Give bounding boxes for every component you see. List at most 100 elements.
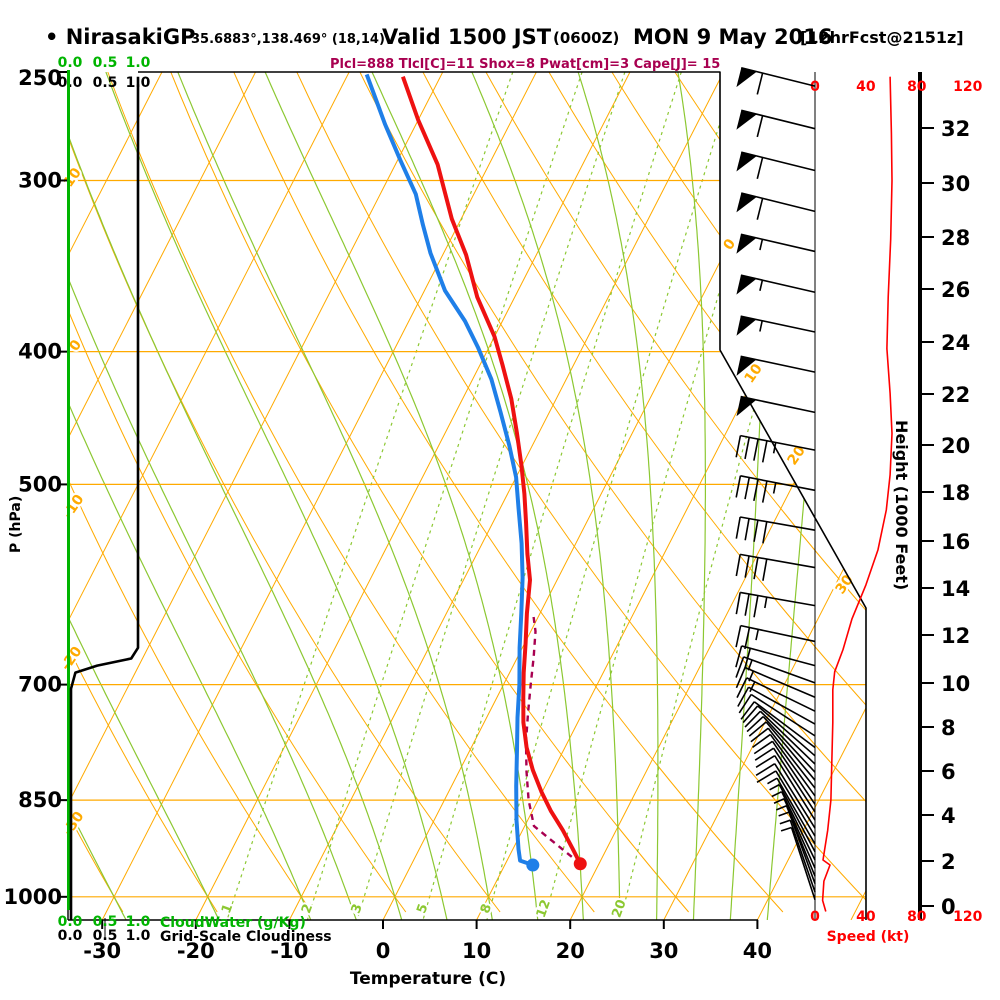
barb-half-feather bbox=[772, 482, 777, 494]
wind-barb bbox=[735, 591, 816, 618]
cloudwater-scale-title: CloudWater (g/Kg) bbox=[160, 915, 306, 931]
height-tick-label: 0 bbox=[941, 895, 956, 919]
pressure-tick-label: 400 bbox=[18, 340, 62, 364]
wind-barb bbox=[735, 516, 816, 544]
barb-feather bbox=[752, 733, 771, 749]
speed-tick-label-bottom: 120 bbox=[953, 909, 982, 925]
mixing-ratio-label: 2 bbox=[299, 902, 316, 916]
barb-half-feather bbox=[776, 805, 787, 811]
isotherm-line bbox=[68, 72, 163, 920]
barb-half-feather bbox=[773, 798, 785, 804]
barb-half-feather bbox=[778, 811, 790, 817]
page-title: • NirasakiGP bbox=[45, 25, 196, 49]
mixing-ratio-label: 5 bbox=[414, 902, 431, 916]
mixing-ratio-label: 12 bbox=[534, 898, 554, 920]
wind-barb bbox=[736, 109, 816, 138]
x-axis-title: Temperature (C) bbox=[350, 969, 506, 989]
wind-barb bbox=[746, 716, 816, 773]
height-tick-label: 28 bbox=[941, 226, 970, 250]
barb-feather bbox=[744, 593, 750, 616]
barb-pennant bbox=[736, 193, 757, 213]
barb-feather bbox=[744, 518, 750, 541]
valid-time: Valid 1500 JST bbox=[382, 25, 552, 49]
isotherm-line bbox=[101, 72, 537, 920]
barb-pennant bbox=[736, 396, 757, 417]
barb-feather bbox=[744, 437, 751, 460]
barb-feather bbox=[735, 475, 742, 498]
barb-half-feather bbox=[749, 681, 756, 693]
height-tick-label: 14 bbox=[941, 577, 970, 601]
wind-barb bbox=[744, 710, 816, 765]
barb-feather bbox=[742, 705, 759, 724]
height-tick-label: 10 bbox=[941, 672, 970, 696]
height-tick-label: 6 bbox=[941, 760, 956, 784]
height-tick-label: 30 bbox=[941, 172, 970, 196]
mixing-ratio-line bbox=[226, 72, 514, 920]
mixing-ratio-label: 3 bbox=[349, 902, 366, 916]
wind-barb bbox=[736, 233, 816, 254]
barb-feather bbox=[736, 677, 748, 699]
valid-time-utc: (0600Z) bbox=[553, 29, 619, 47]
barb-feather bbox=[753, 595, 759, 618]
height-tick-label: 2 bbox=[941, 850, 956, 874]
dry-adiabat-line bbox=[107, 72, 595, 913]
barb-feather bbox=[753, 740, 773, 755]
temperature-tick-label: -10 bbox=[270, 939, 308, 963]
plot-border bbox=[138, 71, 867, 920]
barb-feather bbox=[735, 592, 741, 615]
isotherm-line bbox=[850, 72, 866, 920]
barb-feather bbox=[756, 198, 764, 220]
temperature-tick-label: 10 bbox=[462, 939, 491, 963]
wind-barb bbox=[736, 355, 816, 376]
mixing-ratio-line bbox=[356, 72, 626, 920]
cloudiness-profile bbox=[69, 76, 140, 921]
moist-adiabat-line bbox=[766, 72, 837, 920]
mixing-ratio-line bbox=[422, 72, 682, 920]
barb-feather bbox=[746, 716, 764, 733]
wind-barb bbox=[756, 770, 816, 837]
dry-adiabat-line bbox=[68, 72, 312, 913]
cloudwater-scale-value-top: 0.5 bbox=[93, 55, 118, 71]
cloudwater-scale-value-bottom: 0.5 bbox=[93, 914, 118, 930]
wind-barb bbox=[773, 798, 816, 869]
speed-tick-label-top: 80 bbox=[907, 79, 927, 95]
barb-pennant bbox=[736, 110, 757, 130]
moist-adiabat-line bbox=[68, 72, 358, 920]
stability-indices: Plcl=888 Tlcl[C]=11 Shox=8 Pwat[cm]=3 Ca… bbox=[330, 57, 720, 72]
wind-barb bbox=[737, 686, 816, 725]
surface-dewpoint-dot bbox=[526, 858, 540, 872]
height-tick-label: 32 bbox=[941, 117, 970, 141]
barb-feather bbox=[748, 721, 767, 737]
wind-barb bbox=[755, 754, 816, 821]
barb-feather bbox=[744, 555, 750, 578]
moist-adiabat-line bbox=[371, 72, 585, 920]
barb-feather bbox=[735, 435, 742, 458]
wind-barb bbox=[778, 811, 816, 884]
barb-pennant bbox=[736, 275, 757, 295]
wind-barb bbox=[748, 721, 816, 781]
dry-adiabat-line bbox=[68, 72, 218, 913]
mixing-ratio-line bbox=[306, 72, 583, 920]
y-axis-title-pressure: P (hPa) bbox=[8, 496, 24, 553]
barb-feather bbox=[761, 440, 768, 463]
pressure-tick-label: 1000 bbox=[4, 885, 62, 909]
barb-half-feather bbox=[769, 783, 780, 791]
skewt-grid-lines bbox=[68, 72, 866, 920]
cloudwater-scale-value-top: 1.0 bbox=[126, 55, 151, 71]
temperature-tick-label: 30 bbox=[649, 939, 678, 963]
barb-half-feather bbox=[759, 279, 764, 292]
pressure-tick-label: 700 bbox=[18, 673, 62, 697]
dry-adiabat-label: -30 bbox=[60, 809, 88, 839]
moist-adiabat-line bbox=[68, 72, 404, 920]
dewpoint-curve bbox=[364, 73, 534, 867]
wind-barb bbox=[736, 315, 816, 336]
wind-speed-curve bbox=[821, 76, 893, 912]
barb-half-feather bbox=[759, 239, 764, 251]
isotherm-line bbox=[663, 72, 866, 920]
barb-feather bbox=[735, 667, 746, 689]
isotherm-line bbox=[288, 72, 725, 920]
barb-half-feather bbox=[780, 826, 792, 832]
temperature-curve bbox=[401, 76, 583, 865]
